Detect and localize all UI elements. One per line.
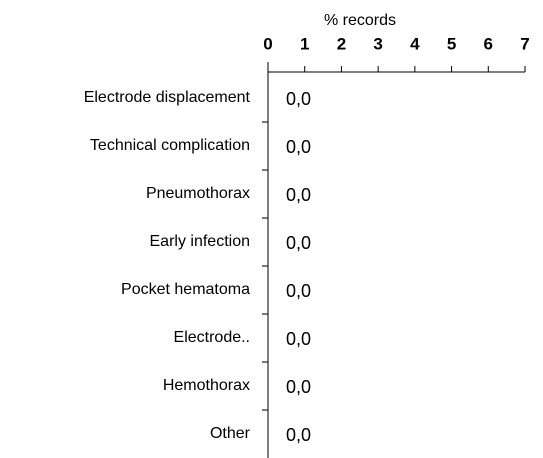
value-label: 0,0 <box>286 89 311 109</box>
category-label: Pneumothorax <box>146 185 250 202</box>
x-tick-label: 5 <box>447 34 456 53</box>
value-label: 0,0 <box>286 377 311 397</box>
category-label: Other <box>210 425 251 442</box>
value-label: 0,0 <box>286 233 311 253</box>
x-tick-label: 2 <box>337 34 346 53</box>
category-label: Hemothorax <box>163 377 250 394</box>
x-tick-label: 0 <box>263 34 272 53</box>
x-tick-label: 7 <box>520 34 529 53</box>
value-label: 0,0 <box>286 137 311 157</box>
value-label: 0,0 <box>286 185 311 205</box>
category-label: Early infection <box>150 233 251 250</box>
category-label: Electrode displacement <box>84 89 251 106</box>
x-tick-label: 1 <box>300 34 309 53</box>
x-tick-label: 6 <box>484 34 493 53</box>
category-label: Electrode.. <box>174 329 250 346</box>
value-label: 0,0 <box>286 329 311 349</box>
category-label: Technical complication <box>90 137 250 154</box>
x-tick-label: 4 <box>410 34 420 53</box>
x-axis-title: % records <box>324 12 396 29</box>
value-label: 0,0 <box>286 281 311 301</box>
category-label: Pocket hematoma <box>121 281 250 298</box>
x-tick-label: 3 <box>373 34 382 53</box>
value-label: 0,0 <box>286 425 311 445</box>
